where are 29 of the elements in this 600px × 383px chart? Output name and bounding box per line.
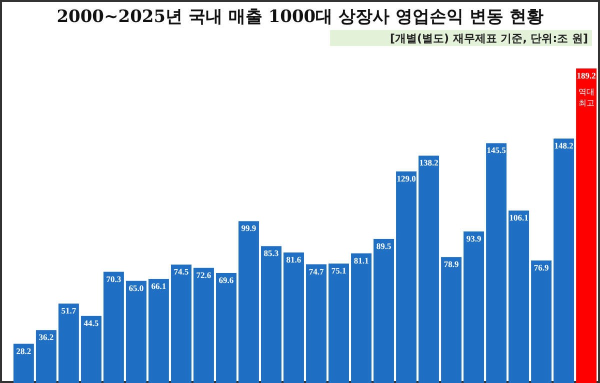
data-label: 70.3 xyxy=(106,274,122,284)
data-label: 44.5 xyxy=(84,318,99,328)
data-label: 138.2 xyxy=(419,158,438,168)
data-label: 89.5 xyxy=(376,240,392,251)
data-label: 51.7 xyxy=(61,306,77,316)
data-label: 74.7 xyxy=(308,266,324,276)
data-label: 78.9 xyxy=(444,259,459,270)
data-label: 75.1 xyxy=(331,266,346,276)
data-label: 85.3 xyxy=(264,248,279,258)
data-label: 99.9 xyxy=(241,223,256,234)
data-label: 76.9 xyxy=(534,262,549,272)
data-label: 129.0 xyxy=(396,173,416,184)
data-label: 189.2 xyxy=(576,70,596,80)
data-label: 66.1 xyxy=(151,280,166,291)
data-label: 69.6 xyxy=(218,274,234,285)
data-label: 81.1 xyxy=(354,255,369,266)
data-label: 72.6 xyxy=(196,270,212,280)
data-label: 145.5 xyxy=(486,145,506,156)
annotation: 역대 최고 xyxy=(578,87,594,108)
data-label: 74.5 xyxy=(174,266,189,277)
data-label: 93.9 xyxy=(466,233,482,244)
data-label: 148.2 xyxy=(554,140,574,151)
data-label: 65.0 xyxy=(128,282,144,293)
data-label: 81.6 xyxy=(286,254,302,264)
data-label: 28.2 xyxy=(16,346,32,356)
data-label: 106.1 xyxy=(509,212,528,223)
chart-title: 2000~2025년 국내 매출 1000대 상장사 영업손익 변동 현황 xyxy=(56,7,544,27)
data-label: 36.2 xyxy=(38,332,54,342)
chart-subtitle: [개별(별도) 재무제표 기준, 단위:조 원] xyxy=(390,32,588,45)
